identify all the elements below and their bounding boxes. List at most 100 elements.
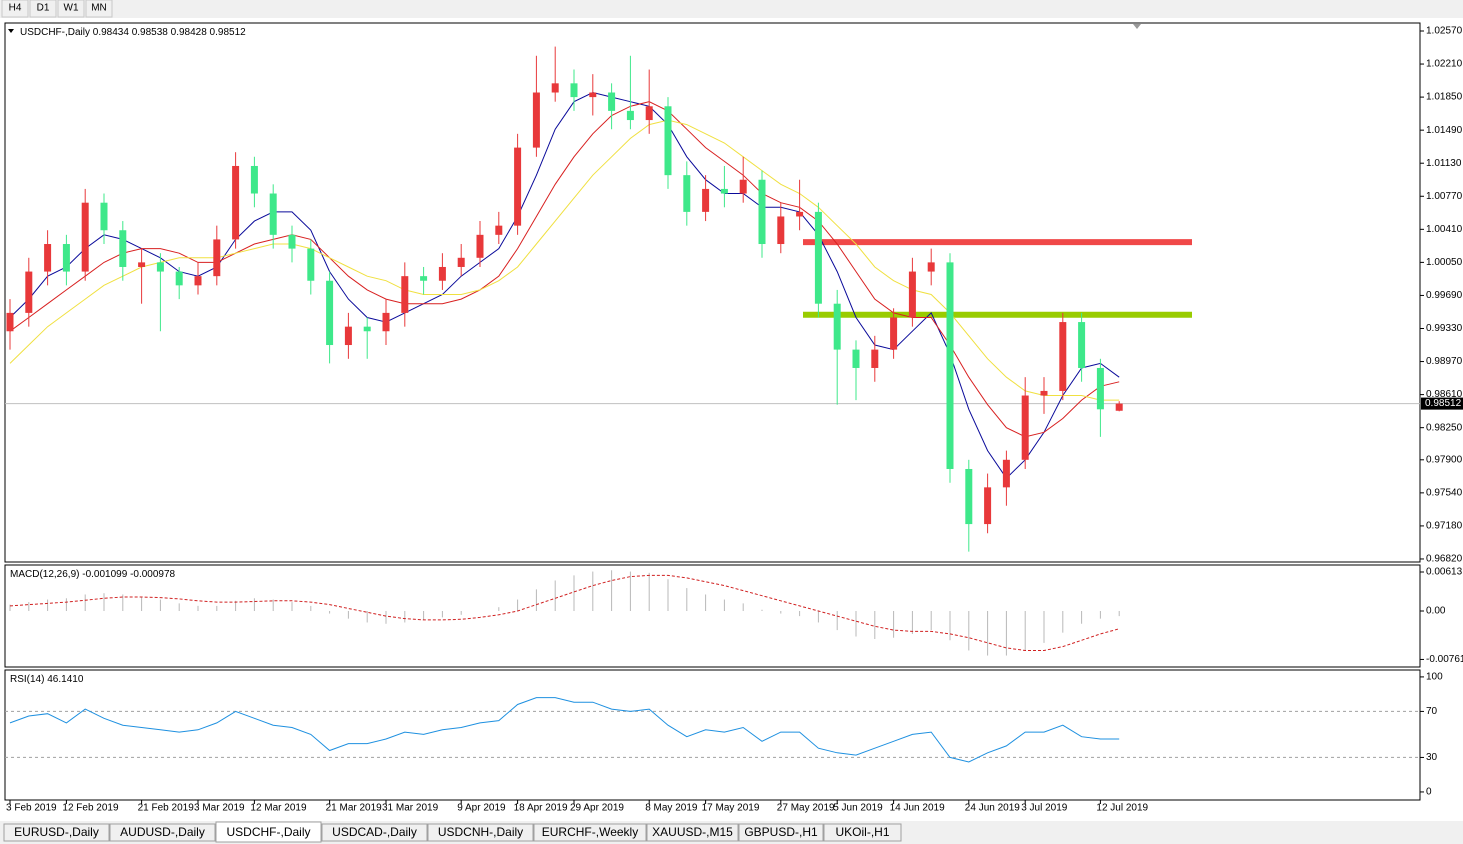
x-tick-label: 17 May 2019 bbox=[702, 803, 760, 814]
y-tick-label: 1.02570 bbox=[1426, 26, 1463, 37]
candle-body bbox=[589, 92, 597, 98]
indicator-line bbox=[9, 574, 1120, 651]
tab-label: EURUSD-,Daily bbox=[14, 825, 99, 839]
candle-body bbox=[814, 211, 822, 304]
x-tick-label: 9 Apr 2019 bbox=[457, 803, 506, 814]
tab[interactable] bbox=[823, 823, 902, 842]
timeframe-button[interactable] bbox=[29, 0, 57, 18]
candle-body bbox=[739, 179, 747, 194]
y-tick-label: 0.99690 bbox=[1426, 290, 1463, 301]
x-tick-label: 12 Feb 2019 bbox=[62, 803, 119, 814]
y-tick-label: 1.00770 bbox=[1426, 191, 1463, 202]
tab[interactable] bbox=[427, 823, 534, 842]
candle-body bbox=[664, 106, 672, 176]
candle-body bbox=[25, 271, 33, 313]
x-tick-label: 12 Jul 2019 bbox=[1096, 803, 1148, 814]
candle-body bbox=[344, 326, 352, 346]
candle-body bbox=[1096, 367, 1104, 410]
tab[interactable] bbox=[3, 823, 110, 842]
y-tick-label: 70 bbox=[1426, 706, 1438, 717]
candle-body bbox=[401, 276, 409, 313]
candle-body bbox=[1115, 403, 1123, 411]
candle-body bbox=[683, 175, 691, 212]
candle-body bbox=[495, 225, 503, 235]
tab[interactable] bbox=[646, 823, 739, 842]
candle-body bbox=[119, 230, 127, 267]
x-tick-label: 3 Mar 2019 bbox=[194, 803, 245, 814]
candle-body bbox=[288, 234, 296, 249]
y-tick-label: 0.98250 bbox=[1426, 422, 1463, 433]
candle-body bbox=[777, 216, 785, 245]
panel-title: MACD(12,26,9) -0.001099 -0.000978 bbox=[10, 569, 176, 580]
rsi-panel bbox=[4, 669, 1421, 801]
y-tick-label: 0.00613 bbox=[1426, 567, 1463, 578]
x-tick-label: 3 Feb 2019 bbox=[6, 803, 57, 814]
y-tick-label: 1.01490 bbox=[1426, 125, 1463, 136]
tab-label: AUDUSD-,Daily bbox=[120, 825, 205, 839]
candle-body bbox=[720, 188, 728, 194]
tab[interactable] bbox=[533, 823, 647, 842]
tab-label: XAUUSD-,M15 bbox=[652, 825, 733, 839]
indicator-line bbox=[9, 91, 1120, 479]
y-tick-label: 100 bbox=[1426, 672, 1443, 683]
candle-body bbox=[965, 468, 973, 525]
tab-label: EURCHF-,Weekly bbox=[542, 825, 638, 839]
y-tick-label: 0.98610 bbox=[1426, 389, 1463, 400]
timeframe-label: MN bbox=[91, 3, 107, 14]
x-tick-label: 12 Mar 2019 bbox=[250, 803, 307, 814]
y-tick-label: 1.02210 bbox=[1426, 59, 1463, 70]
candle-body bbox=[156, 262, 164, 272]
tab-label: GBPUSD-,H1 bbox=[744, 825, 818, 839]
candle-body bbox=[927, 262, 935, 272]
candle-body bbox=[984, 487, 992, 525]
candle-body bbox=[382, 312, 390, 332]
y-tick-label: 1.01850 bbox=[1426, 92, 1463, 103]
macd-panel bbox=[4, 564, 1421, 668]
panel-title: USDCHF-,Daily 0.98434 0.98538 0.98428 0.… bbox=[20, 27, 246, 38]
candle-body bbox=[175, 271, 183, 286]
x-tick-label: 5 Jun 2019 bbox=[833, 803, 883, 814]
candle-body bbox=[81, 202, 89, 272]
timeframe-label: W1 bbox=[64, 3, 79, 14]
y-tick-label: 0.00 bbox=[1426, 606, 1446, 617]
candle-body bbox=[608, 92, 616, 111]
candle-body bbox=[514, 147, 522, 226]
x-tick-label: 21 Mar 2019 bbox=[326, 803, 383, 814]
tab[interactable] bbox=[109, 823, 216, 842]
price-label-box bbox=[1421, 397, 1463, 410]
indicator-name: USDCHF-,Daily bbox=[20, 27, 90, 38]
candle-body bbox=[532, 92, 540, 148]
x-tick-label: 3 Jul 2019 bbox=[1021, 803, 1068, 814]
timeframe-button[interactable] bbox=[1, 0, 29, 18]
shift-marker bbox=[1133, 24, 1141, 29]
candle-body bbox=[438, 266, 446, 281]
candle-body bbox=[1078, 322, 1086, 368]
tab-label: USDCHF-,Daily bbox=[227, 825, 311, 839]
y-tick-label: 1.01130 bbox=[1426, 158, 1462, 169]
y-tick-label: 0.98970 bbox=[1426, 356, 1463, 367]
candle-body bbox=[1059, 322, 1067, 391]
y-tick-label: 0 bbox=[1426, 787, 1432, 798]
candle-body bbox=[946, 262, 954, 469]
current-price-label: 0.98512 bbox=[1425, 398, 1462, 409]
candle-body bbox=[702, 188, 710, 212]
tab-label: USDCAD-,Daily bbox=[332, 825, 417, 839]
x-tick-label: 31 Mar 2019 bbox=[382, 803, 439, 814]
candle-body bbox=[908, 271, 916, 318]
timeframe-button[interactable] bbox=[85, 0, 113, 18]
candle-body bbox=[269, 193, 277, 235]
y-tick-label: 0.97180 bbox=[1426, 521, 1463, 532]
candle-body bbox=[194, 276, 202, 286]
y-tick-label: 1.00050 bbox=[1426, 257, 1463, 268]
candle-body bbox=[758, 179, 766, 245]
tab[interactable] bbox=[321, 823, 428, 842]
candle-body bbox=[871, 349, 879, 368]
indicator-name: RSI(14) 46.1410 bbox=[10, 674, 84, 685]
tab[interactable] bbox=[738, 823, 824, 842]
active-tab[interactable] bbox=[215, 821, 322, 843]
candle-body bbox=[645, 106, 653, 121]
x-tick-label: 18 Apr 2019 bbox=[514, 803, 568, 814]
x-tick-label: 24 Jun 2019 bbox=[965, 803, 1020, 814]
timeframe-button[interactable] bbox=[57, 0, 85, 18]
